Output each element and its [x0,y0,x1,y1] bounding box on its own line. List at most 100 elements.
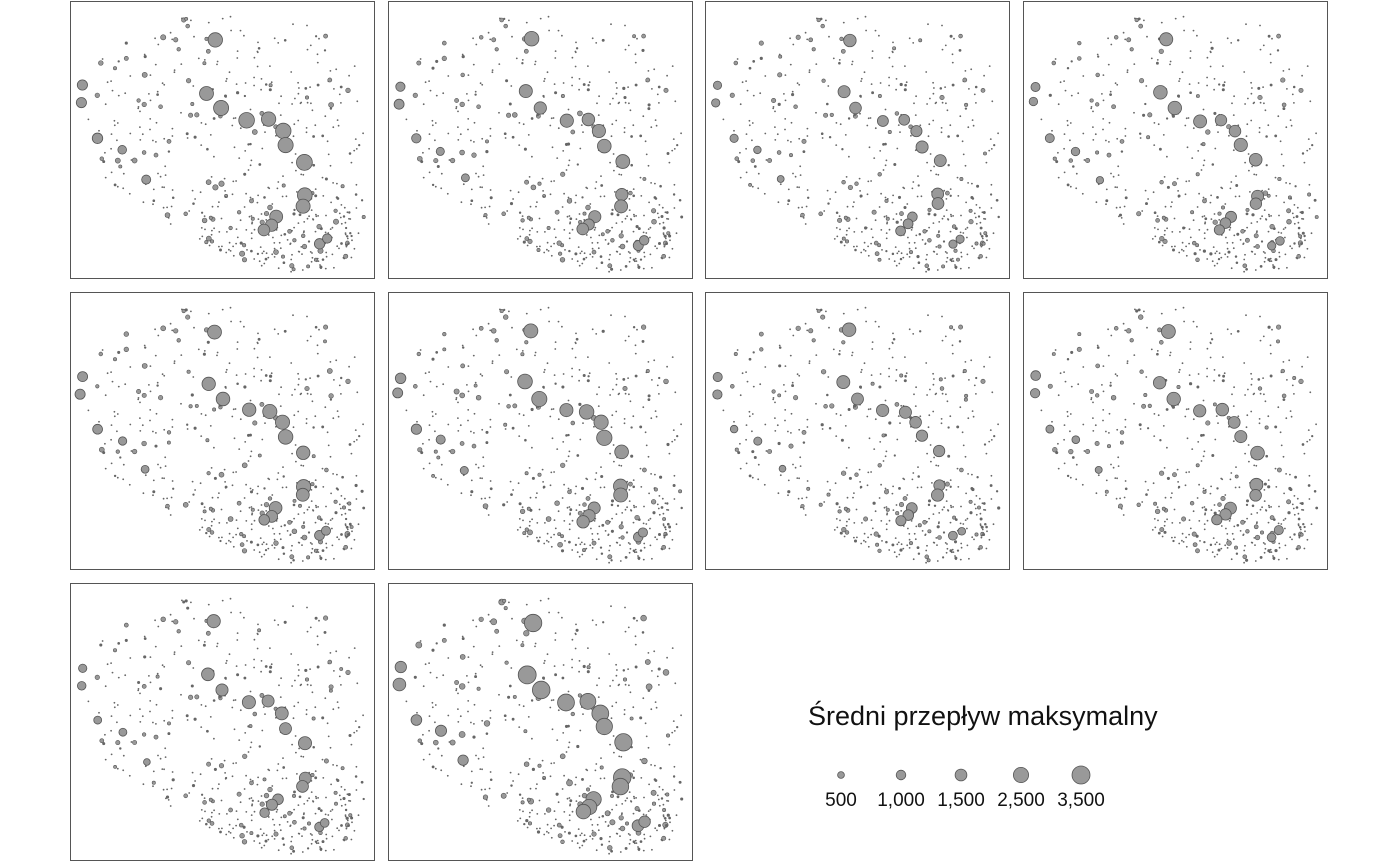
station-point [525,603,528,606]
station-point [87,409,90,412]
station-point [937,173,940,176]
station-point [277,42,280,44]
station-point [328,684,334,690]
station-point [1095,150,1100,155]
station-point [912,181,915,183]
station-point [1308,148,1311,150]
station-point [1296,497,1299,500]
station-point [1189,341,1192,343]
station-point [1217,374,1221,377]
station-point [154,645,157,648]
station-point [628,551,631,554]
station-point [1181,532,1184,535]
station-point [344,814,347,816]
station-point [680,506,683,510]
station-point [844,425,847,427]
station-point [535,496,537,499]
station-point [621,221,624,223]
station-point [645,77,651,83]
station-point [329,519,332,521]
station-point [971,536,974,539]
station-point [290,549,293,552]
station-point [441,55,447,61]
station-point [1202,487,1205,490]
station-point [1308,207,1311,209]
station-point [639,467,642,470]
station-point [1054,58,1057,60]
station-point [309,44,312,47]
station-point [843,244,846,247]
station-point [927,207,932,212]
station-point [949,415,952,418]
station-point [848,155,850,158]
station-point [893,454,896,457]
station-point [568,450,571,453]
station-point [211,520,213,523]
river-station-symbol [238,112,255,129]
station-point [965,201,967,204]
station-point [883,215,886,218]
station-point [211,787,214,790]
river-station-symbol [517,373,533,390]
station-point [257,453,262,458]
station-point [1265,509,1267,511]
station-point [1102,409,1105,411]
station-point [1119,206,1121,209]
station-point [250,528,253,531]
station-point [671,647,674,649]
station-point [157,172,159,175]
station-point [566,215,569,218]
station-point [331,835,334,838]
station-point [618,828,621,830]
station-point [173,651,176,653]
station-point [518,704,521,706]
station-point [317,551,320,553]
station-point [920,486,923,489]
station-point [899,422,901,424]
station-point [851,354,853,357]
station-point [928,226,930,229]
station-point [524,527,529,532]
station-point [428,438,430,441]
station-point [173,37,179,43]
station-point [1262,44,1265,47]
station-point [1107,37,1109,40]
station-point [874,251,880,257]
station-point [949,34,953,38]
map-panel-2 [388,1,693,279]
station-point [348,443,352,446]
station-point [664,502,667,505]
station-point [1206,56,1209,59]
station-point [985,525,988,529]
river-station-symbol [1214,114,1228,127]
station-point [951,257,954,260]
station-point [676,143,679,147]
station-point [1262,335,1265,338]
station-point [653,487,658,492]
station-point [1280,232,1283,234]
station-point [1063,371,1065,373]
station-point [279,405,282,407]
station-point [310,260,313,263]
station-point [968,219,974,225]
station-point [148,93,150,95]
station-point [139,708,141,710]
station-point [336,701,339,703]
station-point [413,675,417,679]
station-point [867,245,869,248]
station-point [152,139,154,142]
station-point [261,252,264,255]
station-point [298,747,300,750]
station-point [314,770,317,772]
station-point [1301,152,1305,155]
station-point [1247,153,1250,155]
station-point [629,400,632,403]
station-point [169,805,172,807]
station-point [291,267,296,272]
station-point [293,705,296,708]
station-point [314,485,318,489]
station-point [895,379,897,382]
station-point [467,681,470,684]
station-point [673,730,676,732]
station-point [815,354,818,356]
